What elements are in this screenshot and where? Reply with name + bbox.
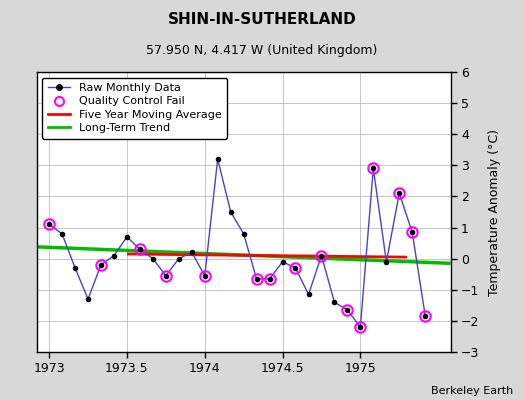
Text: SHIN-IN-SUTHERLAND: SHIN-IN-SUTHERLAND	[168, 12, 356, 27]
Text: Berkeley Earth: Berkeley Earth	[431, 386, 514, 396]
Y-axis label: Temperature Anomaly (°C): Temperature Anomaly (°C)	[488, 128, 501, 296]
Legend: Raw Monthly Data, Quality Control Fail, Five Year Moving Average, Long-Term Tren: Raw Monthly Data, Quality Control Fail, …	[42, 78, 227, 139]
Text: 57.950 N, 4.417 W (United Kingdom): 57.950 N, 4.417 W (United Kingdom)	[146, 44, 378, 57]
